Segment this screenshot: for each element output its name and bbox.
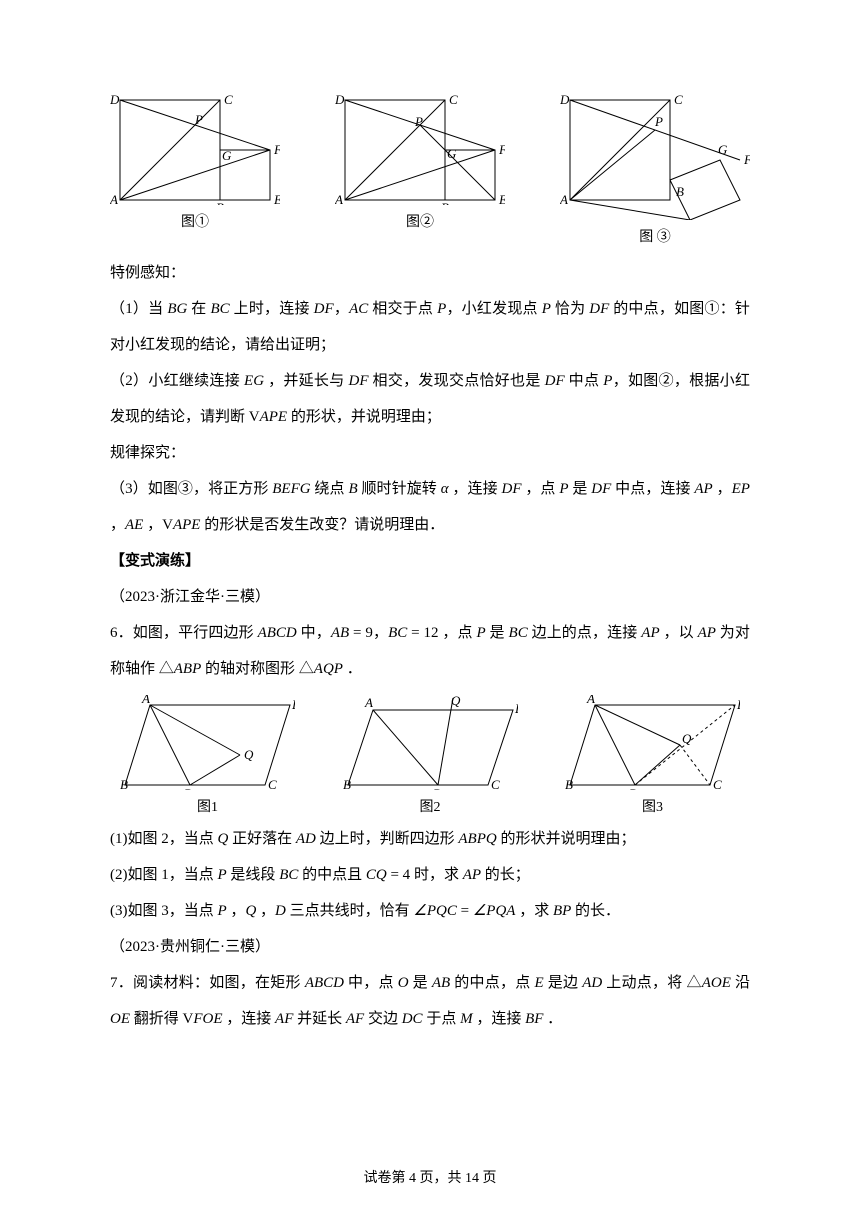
main-content: 特例感知： （1）当 BG 在 BC 上时，连接 DF，AC 相交于点 P，小红… <box>110 255 750 1037</box>
intro-heading: 特例感知： <box>110 255 750 291</box>
svg-text:F: F <box>273 142 280 157</box>
figure-2-caption: 图② <box>406 215 434 232</box>
svg-text:B: B <box>120 777 128 790</box>
figure-2-block: D C A B F E P G 图② <box>335 90 505 232</box>
mid-figure-2-block: A D B C P Q 图2 <box>343 695 518 817</box>
svg-text:C: C <box>674 92 683 107</box>
svg-text:A: A <box>586 695 595 706</box>
top-figures-row: D C A B F E P G 图① D C A B F E P G <box>110 90 750 247</box>
svg-text:Q: Q <box>451 695 461 708</box>
svg-text:A: A <box>141 695 150 706</box>
svg-text:C: C <box>491 777 500 790</box>
svg-text:D: D <box>335 92 345 107</box>
variant-heading: 【变式演练】 <box>110 543 750 579</box>
svg-text:F: F <box>743 152 750 167</box>
mid-figure-3-svg: A D B C P Q <box>565 695 740 790</box>
svg-text:D: D <box>560 92 570 107</box>
sub-question-2: (2)如图 1，当点 P 是线段 BC 的中点且 CQ = 4 时，求 AP 的… <box>110 857 750 893</box>
mid-figures-row: A D B C P Q 图1 A D B C P Q 图2 <box>110 695 750 817</box>
rule-heading: 规律探究： <box>110 435 750 471</box>
para-2: （2）小红继续连接 EG ，并延长与 DF 相交，发现交点恰好也是 DF 中点 … <box>110 363 750 435</box>
svg-text:B: B <box>676 184 684 199</box>
svg-text:A: A <box>110 192 118 205</box>
figure-1-svg: D C A B F E P G <box>110 90 280 205</box>
figure-3-block: DC AB FE PG 图 ③ <box>560 90 750 247</box>
svg-text:P: P <box>654 114 663 129</box>
question-7: 7．阅读材料：如图，在矩形 ABCD 中，点 O 是 AB 的中点，点 E 是边… <box>110 965 750 1037</box>
svg-text:P: P <box>414 114 423 129</box>
svg-text:P: P <box>628 786 637 790</box>
svg-text:D: D <box>110 92 120 107</box>
svg-text:D: D <box>514 701 518 716</box>
mid-figure-2-caption: 图2 <box>420 800 441 817</box>
figure-3-caption: 图 ③ <box>639 230 671 247</box>
svg-text:B: B <box>216 200 224 205</box>
svg-text:D: D <box>736 697 740 712</box>
svg-text:G: G <box>447 146 457 161</box>
svg-text:A: A <box>364 695 373 710</box>
svg-text:A: A <box>335 192 343 205</box>
svg-text:G: G <box>222 148 232 163</box>
svg-text:P: P <box>432 786 441 790</box>
svg-text:P: P <box>183 786 192 790</box>
svg-text:B: B <box>343 777 351 790</box>
sub-question-1: (1)如图 2，当点 Q 正好落在 AD 边上时，判断四边形 ABPQ 的形状并… <box>110 821 750 857</box>
para-1: （1）当 BG 在 BC 上时，连接 DF，AC 相交于点 P，小红发现点 P … <box>110 291 750 363</box>
svg-text:Q: Q <box>244 747 254 762</box>
svg-text:C: C <box>224 92 233 107</box>
mid-figure-1-svg: A D B C P Q <box>120 695 295 790</box>
svg-text:C: C <box>713 777 722 790</box>
figure-1-caption: 图① <box>181 215 209 232</box>
svg-text:E: E <box>498 192 505 205</box>
svg-text:E: E <box>273 192 280 205</box>
svg-text:B: B <box>441 200 449 205</box>
figure-3-svg: DC AB FE PG <box>560 90 750 220</box>
svg-text:C: C <box>268 777 277 790</box>
mid-figure-3-caption: 图3 <box>642 800 663 817</box>
mid-figure-2-svg: A D B C P Q <box>343 695 518 790</box>
mid-figure-3-block: A D B C P Q 图3 <box>565 695 740 817</box>
figure-2-svg: D C A B F E P G <box>335 90 505 205</box>
figure-1-block: D C A B F E P G 图① <box>110 90 280 232</box>
svg-text:P: P <box>194 112 203 127</box>
svg-text:G: G <box>718 142 728 157</box>
page-footer: 试卷第 4 页，共 14 页 <box>0 1172 860 1186</box>
svg-text:D: D <box>291 697 295 712</box>
svg-text:C: C <box>449 92 458 107</box>
svg-text:A: A <box>560 192 568 207</box>
svg-text:B: B <box>565 777 573 790</box>
mid-figure-1-block: A D B C P Q 图1 <box>120 695 295 817</box>
svg-text:Q: Q <box>682 731 692 746</box>
source-1: （2023·浙江金华·三模） <box>110 579 750 615</box>
sub-question-3: (3)如图 3，当点 P ，Q ，D 三点共线时，恰有 ∠PQC = ∠PQA … <box>110 893 750 929</box>
svg-text:F: F <box>498 142 505 157</box>
para-3: （3）如图③，将正方形 BEFG 绕点 B 顺时针旋转 α ，连接 DF ，点 … <box>110 471 750 543</box>
source-2: （2023·贵州铜仁·三模） <box>110 929 750 965</box>
mid-figure-1-caption: 图1 <box>197 800 218 817</box>
question-6: 6．如图，平行四边形 ABCD 中，AB = 9，BC = 12 ，点 P 是 … <box>110 615 750 687</box>
